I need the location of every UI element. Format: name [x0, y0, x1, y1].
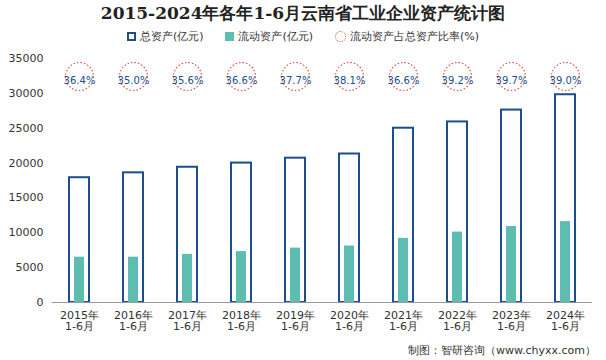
- svg-text:20000: 20000: [9, 157, 44, 170]
- svg-text:2023年1-6月: 2023年1-6月: [492, 309, 531, 333]
- svg-text:37.7%: 37.7%: [280, 75, 312, 86]
- svg-text:35.0%: 35.0%: [118, 75, 150, 86]
- html-text:流动资产(亿元): 流动资产(亿元): [238, 29, 314, 43]
- svg-text:5000: 5000: [16, 261, 44, 274]
- svg-text:2024年1-6月: 2024年1-6月: [546, 309, 585, 333]
- svg-text:38.1%: 38.1%: [334, 75, 366, 86]
- svg-text:15000: 15000: [9, 191, 44, 204]
- svg-text:36.6%: 36.6%: [388, 75, 420, 86]
- svg-text:2018年1-6月: 2018年1-6月: [222, 309, 261, 333]
- svg-text:39.0%: 39.0%: [550, 75, 582, 86]
- svg-text:2021年1-6月: 2021年1-6月: [384, 309, 423, 333]
- svg-text:36.6%: 36.6%: [226, 75, 258, 86]
- svg-text:2019年1-6月: 2019年1-6月: [276, 309, 315, 333]
- svg-text:2015年1-6月: 2015年1-6月: [60, 309, 99, 333]
- svg-text:10000: 10000: [9, 226, 44, 239]
- html-text:制图：智研咨询（www.chyxx.com）: 制图：智研咨询（www.chyxx.com）: [408, 344, 596, 357]
- svg-text:39.2%: 39.2%: [442, 75, 474, 86]
- svg-text:25000: 25000: [9, 122, 44, 135]
- svg-text:2020年1-6月: 2020年1-6月: [330, 309, 369, 333]
- svg-text:2017年1-6月: 2017年1-6月: [168, 309, 207, 333]
- svg-text:35000: 35000: [9, 52, 44, 65]
- svg-text:0: 0: [37, 296, 44, 309]
- html-text:流动资产占总资产比率(%): 流动资产占总资产比率(%): [350, 29, 480, 43]
- svg-text:39.7%: 39.7%: [496, 75, 528, 86]
- svg-text:2016年1-6月: 2016年1-6月: [114, 309, 153, 333]
- svg-text:36.4%: 36.4%: [64, 75, 96, 86]
- html-text:总资产(亿元): 总资产(亿元): [139, 29, 204, 43]
- html-text:2015-2024年各年1-6月云南省工业企业资产统计图: 2015-2024年各年1-6月云南省工业企业资产统计图: [100, 3, 506, 23]
- svg-text:2022年1-6月: 2022年1-6月: [438, 309, 477, 333]
- svg-text:35.6%: 35.6%: [172, 75, 204, 86]
- svg-text:30000: 30000: [9, 87, 44, 100]
